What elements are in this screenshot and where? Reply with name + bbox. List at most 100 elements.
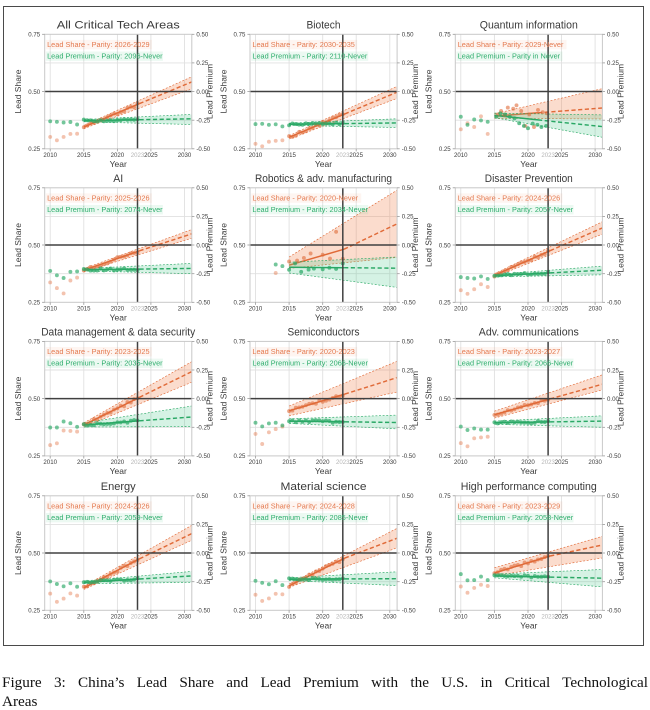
svg-text:2020: 2020 xyxy=(521,459,535,466)
svg-text:0.25: 0.25 xyxy=(28,300,40,307)
svg-text:0.75: 0.75 xyxy=(439,185,451,192)
svg-text:Robotics & adv. manufacturing: Robotics & adv. manufacturing xyxy=(255,173,392,185)
svg-text:Lead Premium - Parity: 2059-Ne: Lead Premium - Parity: 2059-Never xyxy=(47,513,163,522)
svg-text:2020: 2020 xyxy=(316,152,330,159)
svg-text:Lead Share: Lead Share xyxy=(13,531,23,575)
svg-text:0.25: 0.25 xyxy=(439,146,451,153)
svg-text:All Critical Tech Areas: All Critical Tech Areas xyxy=(57,20,181,32)
svg-text:2030: 2030 xyxy=(383,459,397,466)
svg-text:2020: 2020 xyxy=(316,459,330,466)
svg-text:Lead Share: Lead Share xyxy=(218,69,228,113)
svg-text:0.25: 0.25 xyxy=(196,60,208,67)
svg-text:Year: Year xyxy=(315,313,332,323)
svg-text:Lead Share - Parity: 2024-2026: Lead Share - Parity: 2024-2026 xyxy=(458,193,560,202)
svg-text:Lead Premium - Parity: 2035-Ne: Lead Premium - Parity: 2035-Never xyxy=(47,359,163,368)
svg-text:0.50: 0.50 xyxy=(402,32,414,39)
svg-text:2015: 2015 xyxy=(282,305,296,312)
svg-text:0.25: 0.25 xyxy=(234,608,246,615)
svg-text:0.00: 0.00 xyxy=(402,242,414,249)
svg-text:2023: 2023 xyxy=(541,305,555,312)
svg-text:2015: 2015 xyxy=(77,613,91,620)
svg-text:Lead Share - Parity: 2029-Neve: Lead Share - Parity: 2029-Never xyxy=(458,40,564,49)
svg-text:2023: 2023 xyxy=(541,459,555,466)
svg-text:-0.25: -0.25 xyxy=(196,425,211,432)
svg-text:Lead Premium: Lead Premium xyxy=(615,64,625,119)
svg-text:0.50: 0.50 xyxy=(234,550,246,557)
svg-text:2030: 2030 xyxy=(178,305,192,312)
svg-text:0.75: 0.75 xyxy=(234,339,246,346)
svg-text:0.25: 0.25 xyxy=(607,522,619,529)
svg-text:0.50: 0.50 xyxy=(439,396,451,403)
svg-text:Lead Share - Parity: 2025-2026: Lead Share - Parity: 2025-2026 xyxy=(47,193,149,202)
svg-text:-0.25: -0.25 xyxy=(607,579,622,586)
svg-text:Lead Share - Parity: 2023-2027: Lead Share - Parity: 2023-2027 xyxy=(458,347,560,356)
svg-text:Year: Year xyxy=(110,466,127,476)
svg-text:Lead Share: Lead Share xyxy=(13,69,23,113)
svg-text:2010: 2010 xyxy=(43,152,57,159)
svg-text:Lead Premium: Lead Premium xyxy=(410,64,420,119)
svg-text:Lead Share: Lead Share xyxy=(424,69,434,113)
svg-text:0.50: 0.50 xyxy=(402,339,414,346)
svg-text:2025: 2025 xyxy=(144,152,158,159)
svg-text:Energy: Energy xyxy=(101,481,136,493)
svg-text:Lead Premium: Lead Premium xyxy=(205,64,215,119)
svg-text:2030: 2030 xyxy=(383,305,397,312)
svg-text:Lead Share - Parity: 2026-2029: Lead Share - Parity: 2026-2029 xyxy=(47,40,149,49)
svg-text:High performance computing: High performance computing xyxy=(461,481,597,493)
svg-text:0.50: 0.50 xyxy=(196,339,208,346)
svg-text:Year: Year xyxy=(315,466,332,476)
svg-text:2010: 2010 xyxy=(249,152,263,159)
svg-text:AI: AI xyxy=(113,173,123,185)
svg-text:2010: 2010 xyxy=(454,305,468,312)
svg-text:Quantum information: Quantum information xyxy=(480,20,578,32)
svg-text:Lead Share: Lead Share xyxy=(424,376,434,420)
svg-text:Lead Premium - Parity: 2058-Ne: Lead Premium - Parity: 2058-Never xyxy=(458,513,574,522)
svg-text:2015: 2015 xyxy=(282,152,296,159)
svg-text:-0.25: -0.25 xyxy=(402,425,417,432)
svg-text:2025: 2025 xyxy=(144,305,158,312)
svg-text:Lead Share: Lead Share xyxy=(13,376,23,420)
svg-text:0.00: 0.00 xyxy=(196,396,208,403)
svg-text:-0.25: -0.25 xyxy=(402,271,417,278)
svg-text:0.25: 0.25 xyxy=(402,522,414,529)
svg-text:2025: 2025 xyxy=(349,613,363,620)
svg-text:Lead Share: Lead Share xyxy=(218,531,228,575)
svg-text:-0.50: -0.50 xyxy=(607,453,622,460)
svg-text:2023: 2023 xyxy=(336,613,350,620)
svg-text:0.00: 0.00 xyxy=(196,89,208,96)
svg-text:0.50: 0.50 xyxy=(439,242,451,249)
svg-text:-0.25: -0.25 xyxy=(196,579,211,586)
svg-text:2023: 2023 xyxy=(336,305,350,312)
svg-text:0.25: 0.25 xyxy=(402,60,414,67)
svg-text:0.50: 0.50 xyxy=(196,185,208,192)
svg-text:-0.50: -0.50 xyxy=(402,608,417,615)
svg-text:Lead Premium - Parity: 2110-Ne: Lead Premium - Parity: 2110-Never xyxy=(252,52,368,61)
svg-text:2030: 2030 xyxy=(588,152,602,159)
svg-text:Lead Share - Parity: 2023-2029: Lead Share - Parity: 2023-2029 xyxy=(458,501,560,510)
svg-text:2030: 2030 xyxy=(383,613,397,620)
svg-text:0.25: 0.25 xyxy=(402,214,414,221)
svg-text:2025: 2025 xyxy=(144,613,158,620)
svg-text:Year: Year xyxy=(520,466,537,476)
svg-text:Lead Premium: Lead Premium xyxy=(615,371,625,426)
svg-text:-0.50: -0.50 xyxy=(196,453,211,460)
svg-text:Lead Premium: Lead Premium xyxy=(410,217,420,272)
svg-text:Lead Premium - Parity: 2066-Ne: Lead Premium - Parity: 2066-Never xyxy=(458,359,574,368)
svg-text:2025: 2025 xyxy=(349,459,363,466)
svg-text:2015: 2015 xyxy=(488,459,502,466)
svg-text:0.25: 0.25 xyxy=(234,453,246,460)
svg-text:Year: Year xyxy=(520,313,537,323)
svg-text:2025: 2025 xyxy=(555,613,569,620)
svg-text:2025: 2025 xyxy=(349,152,363,159)
svg-text:2023: 2023 xyxy=(541,613,555,620)
svg-text:Year: Year xyxy=(110,159,127,169)
svg-text:0.50: 0.50 xyxy=(439,550,451,557)
svg-text:Lead Premium: Lead Premium xyxy=(615,525,625,580)
svg-text:2015: 2015 xyxy=(282,613,296,620)
svg-text:0.00: 0.00 xyxy=(402,396,414,403)
svg-text:Lead Share - Parity: 2023-2025: Lead Share - Parity: 2023-2025 xyxy=(47,347,149,356)
svg-text:Lead Share: Lead Share xyxy=(13,223,23,267)
svg-text:-0.25: -0.25 xyxy=(607,271,622,278)
svg-text:Lead Share - Parity: 2030-2035: Lead Share - Parity: 2030-2035 xyxy=(252,40,354,49)
svg-text:2020: 2020 xyxy=(521,152,535,159)
